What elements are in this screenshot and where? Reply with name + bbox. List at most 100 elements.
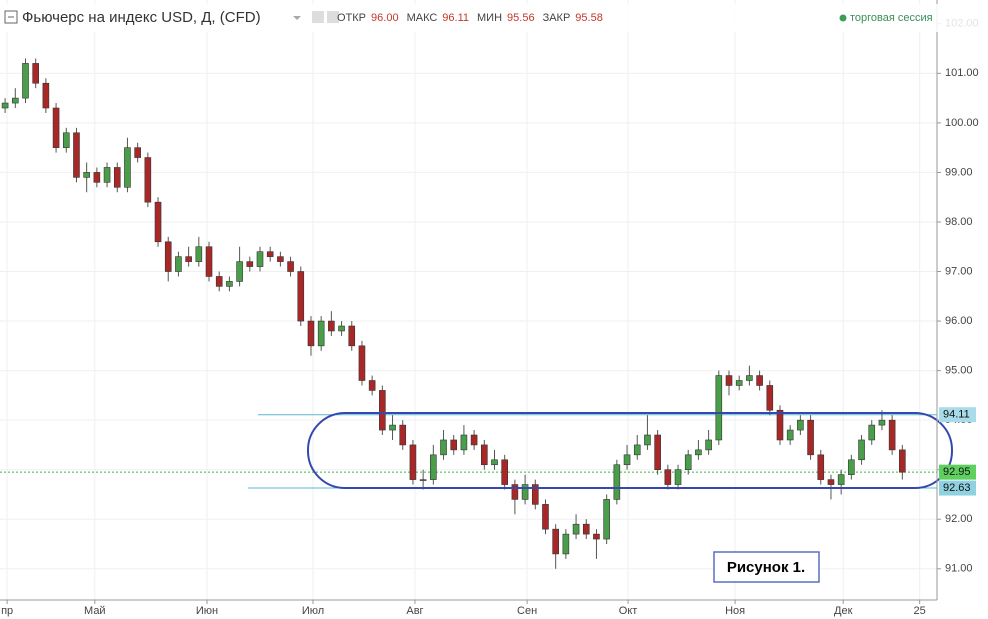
candle-body [379,390,386,431]
candle-body [868,424,876,441]
candle-body [144,157,152,203]
candle-body [124,147,131,188]
candle-body [52,107,60,148]
candle-body [256,251,264,267]
candle-body [73,132,80,178]
candle-body [32,63,39,84]
price-label: 94.11 [943,409,970,421]
price-label-bg [939,407,976,423]
range-ellipse [307,412,953,489]
candle-body [358,345,366,381]
candle-body [664,469,672,485]
quote-value: 96.00 [371,12,399,24]
candle-body [389,424,396,431]
candle-body [858,439,865,461]
quote-value: 95.56 [507,12,535,24]
candle-body [266,251,274,257]
y-tick-label: 99.00 [945,166,973,178]
y-tick-label: 92.00 [945,513,973,525]
candle-body [83,172,90,178]
x-tick-label: Ноя [725,605,745,617]
candle-body [450,439,458,451]
candle-body [93,172,101,183]
candle-body [593,533,600,540]
candle-body [154,201,162,243]
y-tick-label: 101.00 [945,67,979,79]
price-label: 92.95 [943,466,971,478]
candle-body [633,444,641,456]
candle-body [766,385,774,411]
candle-body [786,429,794,441]
quote-value: 95.58 [575,12,603,24]
x-tick-label: пр [1,605,13,617]
candle-body [674,469,682,485]
candle-body [317,320,325,347]
x-tick-label: Июн [196,605,218,617]
candle-body [11,97,19,104]
candle-body [134,147,141,158]
candle-body [746,375,753,381]
candle-body [409,444,417,480]
annotation-box [713,551,820,583]
candle-body [195,246,203,262]
candle-body [348,325,356,347]
candle-body [776,409,784,441]
quote-label: ЗАКР [543,12,571,24]
quote-label: МАКС [407,12,438,24]
candle-body [684,454,692,470]
candle-body [236,261,243,282]
candle-body [695,449,702,456]
candle-body [542,504,549,530]
candle-body [297,271,305,322]
candle-body [735,380,743,386]
candle-body [215,276,223,287]
collapse-icon[interactable] [4,10,18,24]
candle-body [848,459,855,475]
quote-label: МИН [477,12,502,24]
candle-body [481,444,488,466]
chart-title: Фьючерс на индекс USD, Д, (CFD) [22,9,261,26]
x-tick-label: Сен [517,605,537,617]
session-label: торговая сессия [850,12,933,24]
candle-body [623,454,631,466]
y-tick-label: 96.00 [945,315,973,327]
quote: ОТКР 96.00 МАКС 96.11 МИН 95.56 ЗАКР 95.58 [337,12,603,24]
candle-body [113,167,121,188]
candle-body [491,459,498,466]
candle-body [705,439,712,451]
x-tick-label: Дек [834,605,853,617]
candle-body [103,167,111,183]
candle-body [797,419,804,431]
candle-body [603,499,610,540]
x-tick-label: 25 [914,605,926,617]
candle-body [562,533,570,555]
candle-body [440,439,447,456]
candle-body [307,320,315,347]
candle-body [338,325,345,332]
candle-body [205,246,213,277]
settings-icon[interactable] [327,11,339,23]
candle-body [501,459,508,485]
candle-body [287,261,294,272]
candle-body [715,375,723,441]
x-tick-label: Окт [619,605,638,617]
x-tick-label: Авг [406,605,423,617]
price-label: 92.63 [943,482,971,494]
quote-value: 96.11 [442,12,469,24]
candle-body [511,484,519,500]
candle-body [837,474,845,485]
candle-body [277,256,284,262]
candle-body [164,241,172,272]
candle-body [419,479,427,481]
dropdown-arrow[interactable] [293,16,301,20]
candle-body [572,523,580,535]
annotation: Рисунок 1. [727,559,805,576]
candles [1,58,906,569]
candle-body [899,449,906,473]
candle-body [807,419,814,456]
settings-icon[interactable] [312,11,324,23]
candle-body [399,424,407,446]
quote-label: ОТКР [337,12,366,24]
